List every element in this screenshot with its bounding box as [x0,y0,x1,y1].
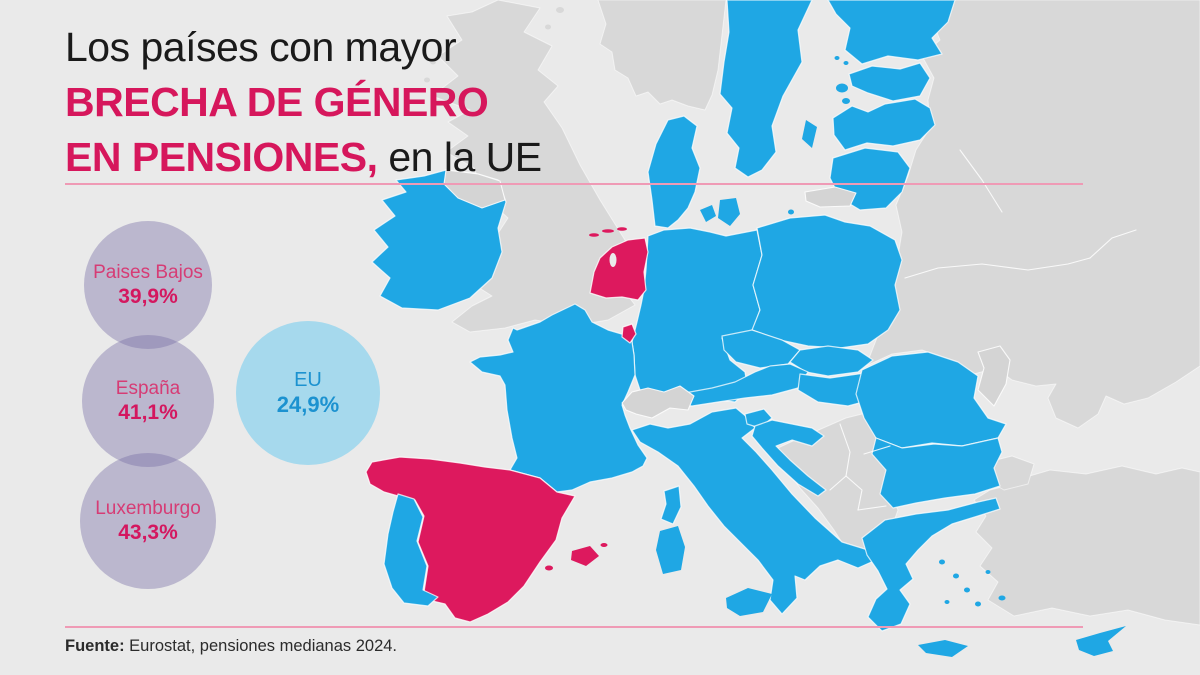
map-island-aegean-5 [985,570,991,574]
map-water-ijsselmeer [609,253,617,267]
map-country-netherlands-highlighted [589,237,649,301]
bubble-value: 41,1% [118,401,178,424]
map-island-crete [918,640,968,657]
map-island-aegean-1 [939,559,945,565]
map-island-sardinia [656,526,685,574]
map-region-western-balkans [777,409,899,561]
map-country-switzerland [621,385,695,419]
map-island-hebrides-1 [430,59,436,65]
map-country-bulgaria [871,437,1003,509]
map-island-ibiza-highlighted [545,565,553,571]
map-island-bornholm [788,209,794,215]
map-island-wadden-3 [617,227,627,231]
title-underline-rule [65,183,1083,185]
map-island-wadden-2 [602,229,614,233]
map-country-sweden [719,0,813,178]
footer-top-rule [65,626,1083,628]
map-border-belarus-ukraine [904,257,1091,279]
map-island-aland-1 [834,56,840,60]
map-country-moldova [977,345,1011,407]
map-country-romania [855,351,1007,449]
map-country-italy [631,407,877,615]
map-country-poland [751,214,903,349]
map-border-montenegro [829,475,847,491]
map-country-finland [827,0,956,65]
bubble-eu-average: EU 24,9% [236,321,380,465]
title-line-3: EN PENSIONES, en la UE [65,130,542,185]
map-island-wadden-1 [589,233,599,237]
map-country-turkey [973,465,1200,626]
map-country-cyprus [1076,626,1126,656]
map-island-aegean-4 [975,601,981,607]
map-island-shetland [556,7,564,13]
bubble-value: 24,9% [276,392,340,417]
map-country-greece [861,497,1001,632]
title-line-3-rest: en la UE [377,134,542,180]
title-line-1: Los países con mayor [65,24,457,70]
bubble-espana: España 41,1% [82,335,214,467]
map-island-aegean-6 [944,600,950,604]
map-country-ireland [371,169,507,311]
map-border-serbia-north [863,445,891,455]
map-island-hebrides-2 [424,77,430,83]
map-island-saaremaa [836,83,848,93]
title-line-3-accent: EN PENSIONES, [65,134,378,180]
map-country-slovakia [789,345,874,377]
map-island-funen [700,205,716,222]
map-island-corsica [660,485,682,525]
map-country-austria [667,363,809,407]
map-island-hiiumaa [842,98,850,104]
map-island-rhodes [998,595,1006,601]
map-island-sicily [726,588,772,616]
bubble-paises-bajos: Paises Bajos 39,9% [84,221,212,349]
map-country-croatia [751,419,827,497]
title-line-2-accent: BRECHA DE GÉNERO [65,79,489,125]
bubble-label: EU [294,369,322,391]
map-country-denmark [647,115,701,229]
map-island-aegean-3 [964,587,970,593]
map-border-north-macedonia [857,505,887,511]
bubble-label: España [115,378,181,399]
map-country-luxembourg-highlighted [621,323,637,344]
map-island-aland-2 [843,61,849,65]
map-island-mallorca-highlighted [571,546,599,566]
bubble-value: 39,9% [118,285,178,308]
map-country-portugal [383,493,439,607]
map-region-kaliningrad [804,186,857,208]
bubble-label: Luxemburgo [95,498,201,519]
source-note: Fuente: Eurostat, pensiones medianas 202… [65,637,397,656]
map-country-norway [597,0,727,111]
bubble-luxemburgo: Luxemburgo 43,3% [80,453,216,589]
map-island-menorca-highlighted [600,543,608,547]
page-title: Los países con mayor BRECHA DE GÉNERO EN… [65,20,542,185]
map-country-france [469,303,648,493]
source-label: Fuente: [65,637,125,655]
bubble-label: Paises Bajos [93,262,203,283]
map-border-bosnia-serbia [839,423,851,477]
map-island-gotland [802,120,817,148]
map-island-aegean-2 [953,573,959,579]
source-text: Eurostat, pensiones medianas 2024. [124,637,398,655]
bubble-value: 43,3% [118,521,178,544]
map-country-estonia [848,62,931,102]
map-island-zealand [718,198,740,226]
map-border-kosovo-albania [845,475,863,511]
map-country-latvia [832,98,936,151]
map-island-orkney [545,24,551,30]
map-border-ukraine-russia [1089,229,1137,259]
map-border-belarus-russia [959,149,1003,213]
map-region-northern-ireland [443,169,506,209]
